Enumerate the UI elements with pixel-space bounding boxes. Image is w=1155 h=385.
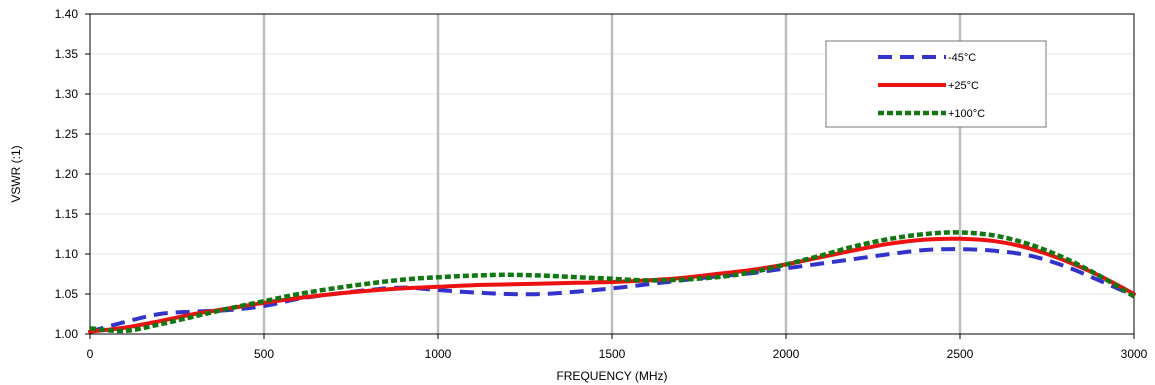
y-tick-label: 1.00 bbox=[55, 327, 79, 341]
y-tick-label: 1.35 bbox=[55, 47, 79, 61]
legend-label-series-2: +100°C bbox=[948, 108, 985, 120]
x-tick-label: 1500 bbox=[599, 347, 626, 361]
x-tick-label: 2500 bbox=[947, 347, 974, 361]
tick-labels-layer: 1.00 1.05 1.10 1.15 1.20 1.25 1.30 1.35 1.40 0 500… bbox=[55, 7, 1148, 361]
y-tick-label: 1.30 bbox=[55, 87, 79, 101]
legend: -45°C +25°C +100°C bbox=[825, 40, 1047, 128]
y-tick-label: 1.15 bbox=[55, 207, 79, 221]
y-axis-title: VSWR (:1) bbox=[9, 145, 23, 202]
y-tick-label: 1.40 bbox=[55, 7, 79, 21]
series-line-2 bbox=[89, 230, 1136, 334]
series-layer bbox=[88, 230, 1136, 334]
series-line-0 bbox=[89, 247, 1135, 334]
x-tick-label: 1000 bbox=[425, 347, 452, 361]
x-axis-title: FREQUENCY (MHz) bbox=[556, 369, 667, 383]
y-tick-label: 1.05 bbox=[55, 287, 79, 301]
x-tick-label: 0 bbox=[87, 347, 94, 361]
y-tick-label: 1.10 bbox=[55, 247, 79, 261]
x-tick-label: 2000 bbox=[773, 347, 800, 361]
x-tick-label: 500 bbox=[254, 347, 274, 361]
legend-label-series-0: -45°C bbox=[948, 52, 976, 64]
y-tick-label: 1.25 bbox=[55, 127, 79, 141]
legend-label-series-1: +25°C bbox=[948, 80, 979, 92]
y-tick-label: 1.20 bbox=[55, 167, 79, 181]
x-tick-label: 3000 bbox=[1121, 347, 1148, 361]
